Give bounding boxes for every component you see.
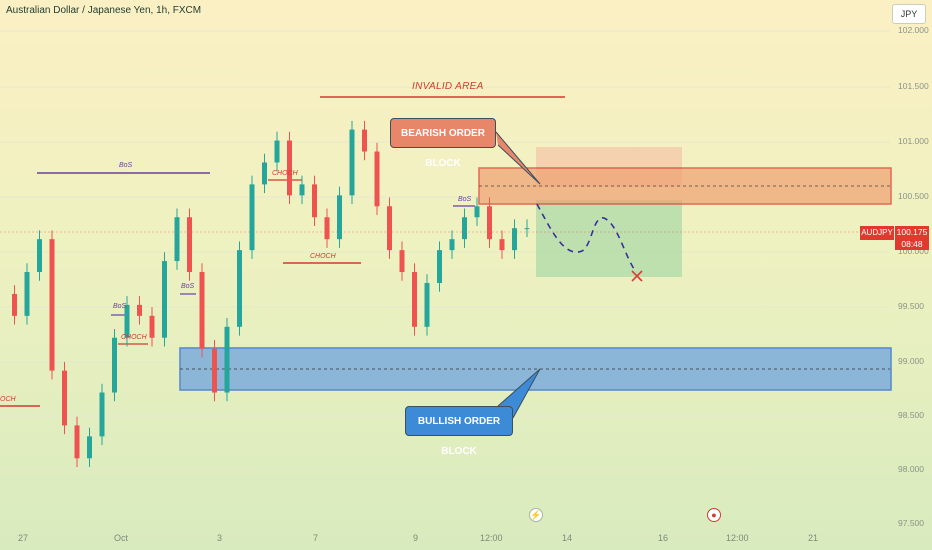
- candle-body: [274, 140, 280, 163]
- time-axis-label: 16: [658, 533, 669, 543]
- current-price-badge: 100.175 08:48: [895, 226, 929, 250]
- candle-body: [174, 217, 180, 262]
- choch-label-3: CHOCH: [310, 253, 336, 260]
- choch-label-left: OCH: [0, 396, 16, 403]
- candles: [12, 120, 530, 468]
- price-axis-label: 97.500: [898, 518, 924, 528]
- candle-body: [137, 304, 142, 316]
- bearish-callout-pointer: [495, 131, 541, 185]
- candle-body: [49, 239, 55, 371]
- candle-body: [374, 151, 380, 207]
- time-axis-label: 27: [18, 533, 29, 543]
- candle-body: [499, 239, 505, 251]
- candle-body: [224, 326, 230, 393]
- price-axis-label: 98.000: [898, 464, 924, 474]
- price-axis-label: 101.500: [898, 81, 929, 91]
- time-axis-label: 9: [413, 533, 419, 543]
- target-icon[interactable]: ●: [707, 508, 721, 522]
- candle-body: [87, 436, 92, 459]
- price-axis-label: 99.000: [898, 356, 924, 366]
- candle-body: [399, 250, 405, 273]
- candle-body: [462, 217, 467, 240]
- flash-icon[interactable]: ⚡: [529, 508, 543, 522]
- candle-body: [299, 184, 305, 196]
- candle-body: [12, 293, 17, 316]
- symbol-badge: AUDJPY: [860, 226, 894, 240]
- price-axis-label: 100.000: [898, 246, 929, 256]
- candle-body: [337, 195, 342, 240]
- candle-body: [149, 315, 155, 338]
- cross-icon: [631, 270, 643, 282]
- structure-lines: [0, 96, 565, 407]
- choch-label-1: CHOCH: [272, 170, 298, 177]
- candle-body: [362, 129, 367, 152]
- candle-body: [349, 129, 355, 196]
- bos-label-4: BoS: [458, 196, 472, 203]
- candle-body: [324, 217, 330, 240]
- candle-body: [474, 206, 480, 218]
- candle-body: [287, 140, 292, 196]
- bullish-order-block-callout[interactable]: BULLISH ORDER BLOCK: [405, 406, 513, 457]
- time-axis-label: 14: [562, 533, 573, 543]
- candle-body: [124, 304, 130, 338]
- candle-body: [99, 392, 105, 437]
- projection-path: [536, 203, 637, 273]
- candle-body: [437, 250, 442, 283]
- price-axis-label: 100.500: [898, 191, 929, 201]
- candle-body: [312, 184, 317, 218]
- candle-body: [112, 337, 117, 393]
- time-axis-label: 12:00: [726, 533, 749, 543]
- candle-body: [524, 228, 530, 230]
- price-axis-label: 101.000: [898, 136, 929, 146]
- bos-label-2: BoS: [113, 303, 127, 310]
- candle-body: [249, 184, 255, 251]
- candle-body: [412, 272, 417, 327]
- candle-body: [262, 162, 267, 185]
- time-axis-label: 7: [313, 533, 319, 543]
- price-axis-label: 102.000: [898, 25, 929, 35]
- bearish-order-block-callout[interactable]: BEARISH ORDER BLOCK: [390, 118, 496, 169]
- candle-body: [424, 282, 430, 327]
- bos-label-3: BoS: [181, 283, 195, 290]
- current-price-value: 100.175: [896, 227, 928, 237]
- currency-selector[interactable]: JPY: [892, 4, 926, 24]
- time-axis-label: 12:00: [480, 533, 503, 543]
- time-axis-label: Oct: [114, 533, 129, 543]
- candle-body: [237, 250, 242, 327]
- bullish-target-zone: [536, 200, 682, 277]
- invalid-area-label: INVALID AREA: [412, 81, 484, 92]
- gridlines: [0, 30, 890, 471]
- candle-body: [62, 370, 67, 426]
- candle-body: [24, 272, 30, 316]
- candle-body: [187, 217, 192, 273]
- candle-body: [487, 206, 492, 240]
- price-axis-label: 99.500: [898, 301, 924, 311]
- candle-body: [37, 239, 42, 273]
- choch-label-2: CHOCH: [121, 334, 147, 341]
- candle-body: [387, 206, 392, 251]
- bos-label-1: BoS: [119, 162, 133, 169]
- candle-body: [199, 272, 205, 349]
- bullish-callout-pointer: [497, 368, 541, 419]
- candle-body: [74, 425, 80, 459]
- symbol-title: Australian Dollar / Japanese Yen, 1h, FX…: [6, 5, 202, 16]
- bar-countdown: 08:48: [901, 239, 923, 249]
- candle-body: [449, 239, 455, 251]
- time-axis-label: 21: [808, 533, 819, 543]
- candle-body: [512, 228, 517, 251]
- candle-body: [212, 348, 217, 393]
- candle-body: [162, 261, 167, 338]
- time-axis-label: 3: [217, 533, 223, 543]
- price-axis-label: 98.500: [898, 410, 924, 420]
